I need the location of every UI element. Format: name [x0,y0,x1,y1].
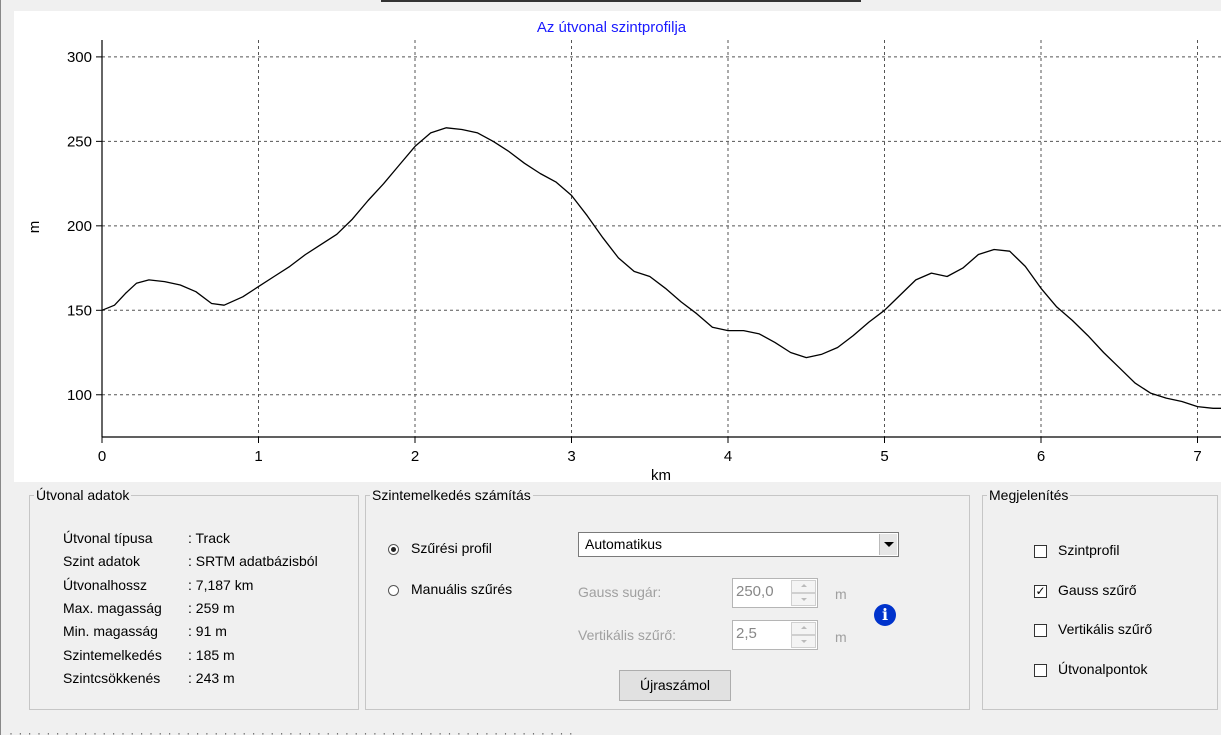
elevation-calc-legend: Szintemelkedés számítás [372,487,531,503]
route-row-label: Útvonalhossz [63,576,148,593]
spin-down-icon[interactable] [791,593,816,606]
x-tick-label: 7 [1193,448,1201,465]
chart-grid [102,40,1221,437]
manual-filter-radio[interactable] [388,585,399,596]
filter-profile-select[interactable]: Automatikus [578,532,899,557]
display-checkbox-label[interactable]: Vertikális szűrő [1058,621,1153,637]
route-row-value: : 243 m [188,669,235,686]
chart-series [101,127,1221,409]
route-row-label: Útvonal típusa [63,530,153,546]
info-icon[interactable]: i [874,604,896,626]
display-checkbox[interactable] [1034,624,1047,637]
route-row-label: Szintcsökkenés [63,669,161,686]
x-tick-label: 1 [254,448,262,465]
chart-ticks: 0 1 2 3 4 5 6 7 100 150 200 250 300 [67,49,1202,465]
vertical-filter-label: Vertikális szűrő: [578,627,677,643]
display-legend: Megjelenítés [989,487,1069,503]
display-panel: Megjelenítés [982,487,1218,710]
top-edge-line [381,0,861,2]
y-tick-label: 100 [67,387,92,404]
x-tick-label: 0 [98,448,106,465]
y-tick-label: 300 [67,49,92,66]
route-row-value: : 259 m [188,599,235,616]
status-bar: · · · · · · · · · · · · · · · · · · · · … [1,722,1221,735]
gauss-radius-spinner[interactable]: 250,0 [732,578,818,608]
route-data-panel: Útvonal adatok [29,487,359,710]
x-tick-label: 6 [1037,448,1045,465]
route-row-label: Max. magasság [63,599,162,616]
spin-up-icon[interactable] [791,622,816,635]
x-tick-label: 5 [880,448,888,465]
display-checkbox-label[interactable]: Szintprofil [1058,542,1120,558]
gauss-radius-label: Gauss sugár: [578,584,662,600]
y-tick-label: 200 [67,218,92,235]
route-row-label: Szint adatok [63,553,141,570]
gauss-unit: m [835,586,847,602]
manual-filter-label[interactable]: Manuális szűrés [411,581,513,597]
route-row-value: : 185 m [188,646,235,663]
route-row-label: Szintemelkedés [63,646,162,663]
route-data-legend: Útvonal adatok [36,487,130,503]
spin-up-icon[interactable] [791,580,816,593]
recalculate-button[interactable]: Újraszámol [619,670,731,701]
elevation-calc-panel: Szintemelkedés számítás [365,487,970,710]
chart-title: Az útvonal szintprofilja [536,19,687,36]
display-checkbox-label[interactable]: Gauss szűrő [1058,581,1137,598]
x-axis-label: km [651,467,671,482]
status-text: · · · · · · · · · · · · · · · · · · · · … [9,726,574,735]
y-tick-label: 250 [67,133,92,150]
route-row-label: Min. magasság [63,623,158,640]
vertical-filter-value: 2,5 [736,625,757,642]
x-tick-label: 3 [567,448,575,465]
vertical-filter-unit: m [835,629,847,645]
route-row-value: : Track [188,530,231,546]
filter-profile-value: Automatikus [585,536,663,552]
display-checkbox[interactable]: ✓ [1034,583,1047,598]
vertical-filter-spinner[interactable]: 2,5 [732,620,818,650]
spin-down-icon[interactable] [791,635,816,648]
route-row-value: : 91 m [188,623,227,640]
display-checkbox-label[interactable]: Útvonalpontok [1058,660,1148,677]
chart-axes [101,40,1221,438]
filter-profile-label[interactable]: Szűrési profil [411,540,492,556]
route-row-value: : 7,187 km [188,576,254,593]
filter-profile-radio[interactable] [388,544,399,555]
x-tick-label: 4 [724,448,732,465]
gauss-radius-value: 250,0 [736,583,774,600]
elevation-chart: 0 1 2 3 4 5 6 7 100 150 200 250 300 km m [14,11,1221,482]
elevation-profile-line [101,127,1221,409]
chart-background [14,11,1221,482]
y-tick-label: 150 [67,302,92,319]
display-checkbox[interactable] [1034,545,1047,558]
x-tick-label: 2 [411,448,419,465]
chevron-down-icon[interactable] [879,534,897,555]
y-axis-label: m [26,221,43,234]
route-row-value: : SRTM adatbázisból [188,553,318,570]
display-checkbox[interactable] [1034,663,1047,677]
